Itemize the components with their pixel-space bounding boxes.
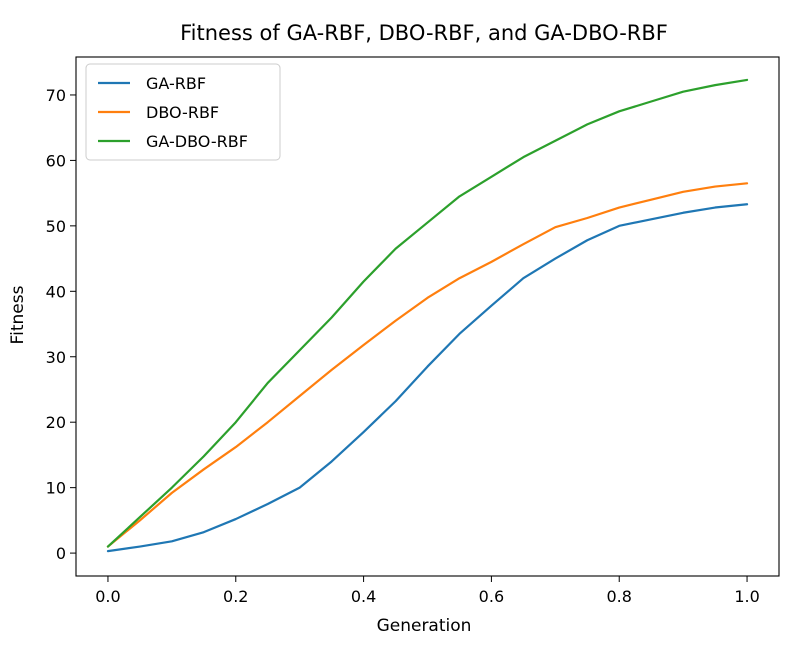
y-tick-label: 20 [46,413,66,432]
x-tick-label: 0.8 [607,587,632,606]
y-tick-label: 0 [56,544,66,563]
y-tick-label: 70 [46,86,66,105]
legend-label-dbo-rbf: DBO-RBF [146,103,219,122]
chart-title: Fitness of GA-RBF, DBO-RBF, and GA-DBO-R… [180,21,668,45]
y-tick-label: 50 [46,217,66,236]
x-tick-label: 0.2 [223,587,248,606]
legend-label-ga-dbo-rbf: GA-DBO-RBF [146,132,248,151]
y-tick-label: 30 [46,348,66,367]
y-axis-title: Fitness [8,285,28,344]
y-tick-label: 40 [46,282,66,301]
series-line-dbo-rbf [106,182,749,548]
series-line-ga-dbo-rbf [106,78,749,548]
x-axis-title: Generation [377,616,472,636]
plot-area: 0.0 0.2 0.4 0.6 0.8 1.0 0 10 20 30 40 50 60 70 GA-RBF D… [46,56,780,606]
x-tick-label: 0.6 [479,587,504,606]
legend-box [85,63,281,161]
legend-label-ga-rbf: GA-RBF [146,74,206,93]
x-tick-label: 1.0 [734,587,759,606]
x-tick-label: 0.0 [95,587,120,606]
y-tick-label: 60 [46,151,66,170]
y-tick-label: 10 [46,479,66,498]
plot-frame [75,56,780,577]
series-line-ga-rbf [106,203,749,553]
x-tick-label: 0.4 [351,587,376,606]
